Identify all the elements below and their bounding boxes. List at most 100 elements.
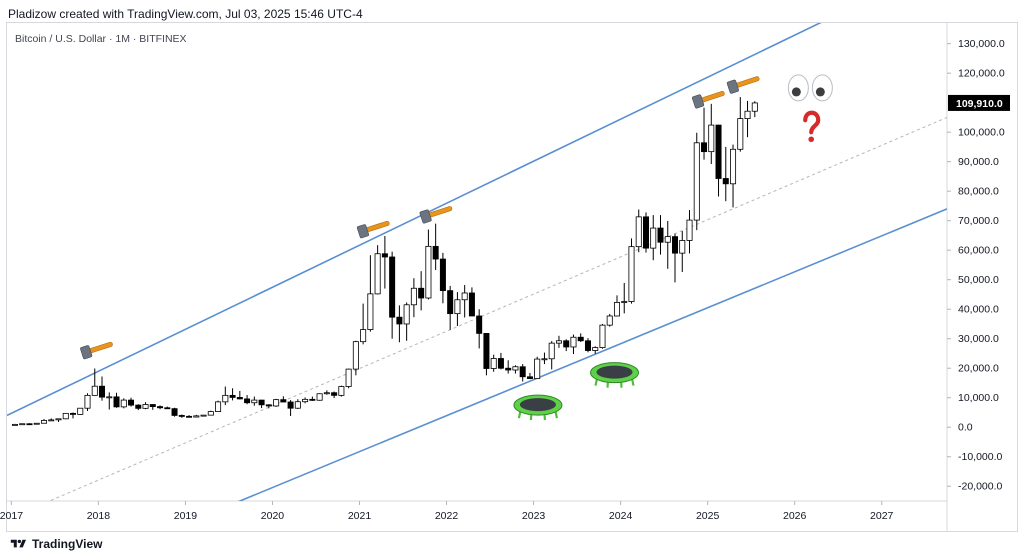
candle [628, 238, 635, 304]
hammer-head [419, 209, 432, 224]
candle [483, 333, 490, 376]
candle [178, 414, 185, 418]
candle [650, 215, 657, 261]
price-tick-label: 130,000.0 [958, 38, 1005, 50]
candle [744, 100, 751, 138]
candle-body [120, 399, 127, 408]
channel-midline [48, 116, 947, 501]
plot-area[interactable] [7, 14, 947, 510]
candle [186, 415, 193, 418]
candle-body [186, 415, 193, 418]
eye-pupil [791, 87, 801, 97]
time-axis[interactable]: 2017 2018 2019 2020 2021 2022 2023 2024 2025 2026… [0, 501, 894, 522]
candle [389, 251, 396, 339]
candle-body [99, 385, 106, 398]
time-tick-label: 2020 [261, 510, 285, 522]
candle-body [294, 401, 301, 409]
candle-body [280, 399, 287, 403]
candle-body [686, 219, 693, 241]
candle-body [265, 404, 272, 407]
candle [360, 303, 367, 345]
candle-body [345, 368, 352, 387]
question-dot [808, 136, 815, 143]
candle-body [635, 216, 642, 248]
candle-body [403, 304, 410, 325]
time-tick-label: 2019 [174, 510, 198, 522]
candle-body [613, 302, 620, 317]
candle [447, 285, 454, 330]
candle [19, 423, 26, 426]
candle-body [534, 358, 541, 379]
candle [244, 395, 251, 405]
candle [26, 423, 33, 426]
candle-body [722, 178, 729, 185]
trampoline-icon [590, 362, 640, 388]
time-tick-label: 2026 [783, 510, 807, 522]
candle [425, 229, 432, 300]
candle-body [577, 336, 584, 342]
price-tick-label: 90,000.0 [958, 156, 999, 168]
candle [55, 418, 62, 422]
candle [120, 398, 127, 409]
candle-body [338, 386, 345, 396]
candle [730, 144, 737, 208]
candle [251, 396, 258, 406]
candle [599, 323, 606, 349]
candle [722, 146, 729, 202]
hammer-head [726, 79, 739, 94]
brand-name: TradingView [32, 537, 103, 551]
candle-body [244, 398, 251, 404]
candle [737, 97, 744, 152]
price-tick-label: 100,000.0 [958, 127, 1005, 139]
candle-body [592, 347, 599, 351]
candle-body [352, 341, 359, 370]
candle [693, 132, 700, 231]
candle-body [396, 316, 403, 325]
candle [33, 422, 40, 425]
annotations[interactable] [80, 72, 833, 421]
tradingview-brand[interactable]: TradingView [10, 537, 102, 551]
candle-body [730, 148, 737, 185]
candle [128, 397, 135, 407]
eyes-icon [787, 74, 833, 102]
candle [265, 404, 272, 409]
candle [621, 282, 628, 314]
candle-body [599, 324, 606, 348]
candle-body [171, 408, 178, 416]
price-axis[interactable]: 130,000.0 120,000.0 100,000.0 90,000.0 80,00… [947, 38, 1005, 493]
candle [287, 400, 294, 417]
candle-body [526, 376, 533, 379]
time-tick-label: 2025 [696, 510, 720, 522]
candle [309, 396, 316, 401]
hammer-icon [356, 220, 390, 239]
candle [548, 341, 555, 370]
candle [555, 335, 562, 348]
candle [229, 388, 236, 401]
candle [577, 333, 584, 342]
candle-body [236, 397, 243, 400]
candle-body [258, 399, 265, 406]
candle-body [207, 411, 214, 416]
candle-body [91, 385, 98, 396]
candle [40, 418, 47, 424]
trampoline-icon [513, 394, 563, 421]
candle [200, 414, 207, 417]
candle-body [62, 412, 69, 420]
chart-frame [6, 22, 1018, 532]
candle-body [751, 102, 758, 112]
candle-body [563, 340, 570, 348]
candle [11, 423, 18, 426]
candle [171, 407, 178, 417]
candle [142, 402, 149, 410]
candle [664, 220, 671, 269]
candle-body [11, 423, 18, 426]
candle-body [149, 404, 156, 407]
price-tick-label: 80,000.0 [958, 186, 999, 198]
candle [258, 399, 265, 409]
candle [534, 356, 541, 379]
candles[interactable] [11, 97, 758, 426]
price-tick-label: 10,000.0 [958, 392, 999, 404]
candle-body [621, 301, 628, 303]
time-tick-label: 2018 [87, 510, 111, 522]
